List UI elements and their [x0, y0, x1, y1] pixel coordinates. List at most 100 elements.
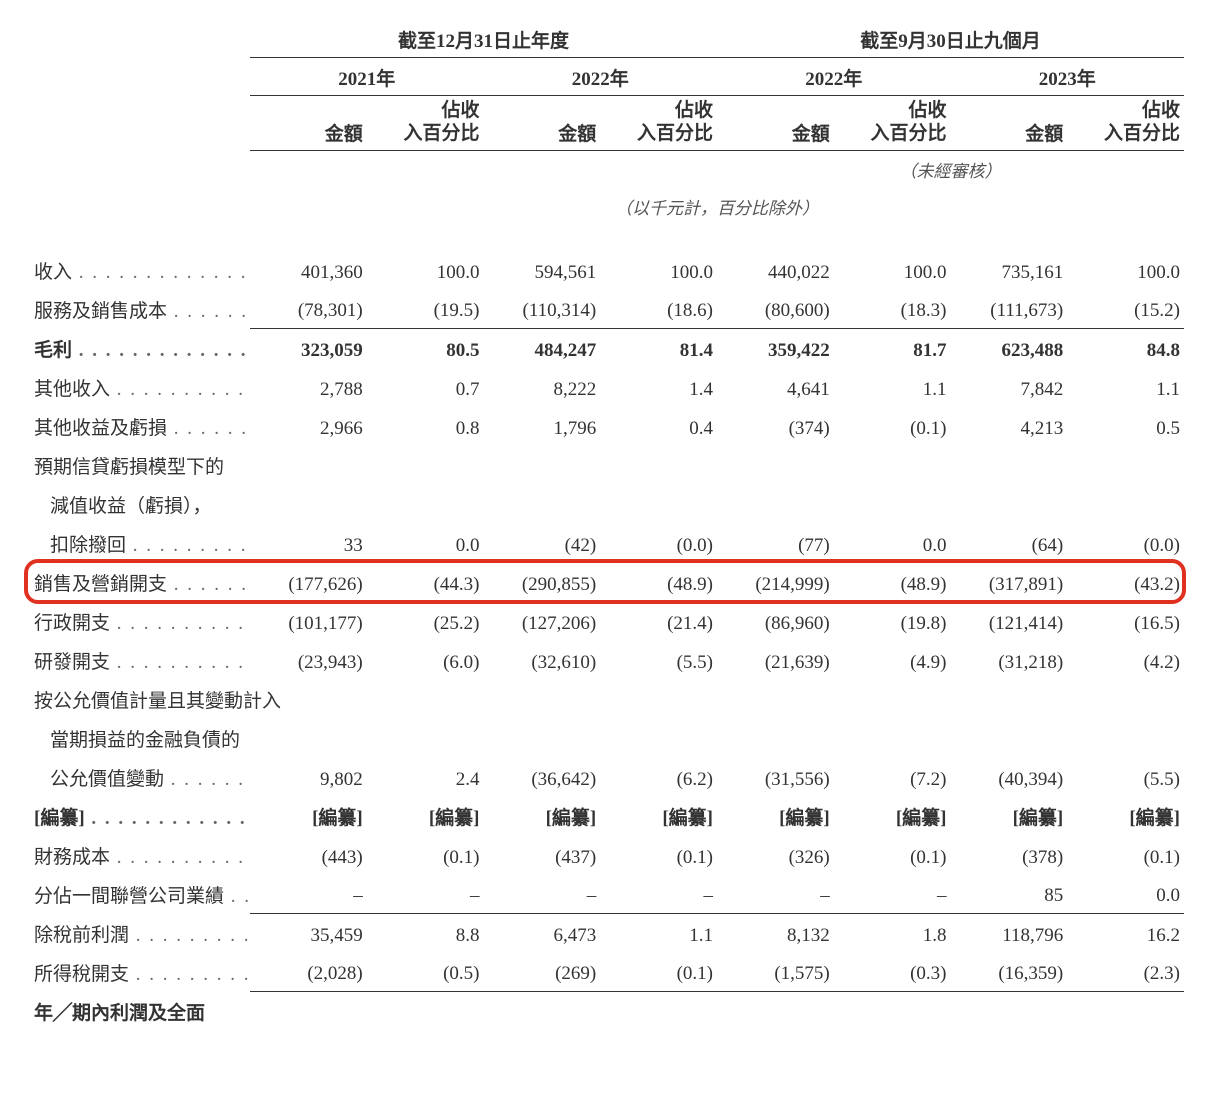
cell: (16.5)	[1067, 602, 1184, 641]
cell: (177,626)	[250, 563, 367, 602]
table-row: 所得稅開支(2,028)(0.5)(269)(0.1)(1,575)(0.3)(…	[30, 953, 1184, 992]
cell	[367, 485, 484, 524]
cell	[250, 992, 367, 1031]
table-row: 服務及銷售成本(78,301)(19.5)(110,314)(18.6)(80,…	[30, 290, 1184, 329]
cell: 81.7	[834, 329, 951, 368]
table-row: 其他收入2,7880.78,2221.44,6411.17,8421.1	[30, 368, 1184, 407]
spacer-row	[30, 225, 1184, 251]
year-2022a: 2022年	[484, 58, 718, 96]
table-row: 按公允價值計量且其變動計入	[30, 680, 1184, 719]
cell	[600, 680, 717, 719]
cell: 1.1	[1067, 368, 1184, 407]
table-row: 銷售及營銷開支(177,626)(44.3)(290,855)(48.9)(21…	[30, 563, 1184, 602]
cell	[717, 680, 834, 719]
unit-note-row: （以千元計，百分比除外）	[30, 188, 1184, 225]
col-pct-1: 佔收入百分比	[367, 96, 484, 151]
cell	[717, 446, 834, 485]
cell: 4,213	[951, 407, 1068, 446]
cell	[367, 446, 484, 485]
cell: 100.0	[600, 251, 717, 290]
cell	[834, 485, 951, 524]
cell	[367, 719, 484, 758]
cell: (0.5)	[367, 953, 484, 992]
cell	[600, 446, 717, 485]
cell: [編纂]	[717, 797, 834, 836]
col-pct-3: 佔收入百分比	[834, 96, 951, 151]
cell: (19.5)	[367, 290, 484, 329]
row-label: 扣除撥回	[30, 524, 250, 563]
cell: (32,610)	[484, 641, 601, 680]
cell: (0.1)	[834, 836, 951, 875]
cell: 7,842	[951, 368, 1068, 407]
row-label: 當期損益的金融負債的	[30, 719, 250, 758]
cell: (31,556)	[717, 758, 834, 797]
year-2022b: 2022年	[717, 58, 951, 96]
cell	[951, 680, 1068, 719]
cell: 594,561	[484, 251, 601, 290]
cell	[1067, 992, 1184, 1031]
cell: (43.2)	[1067, 563, 1184, 602]
cell: (0.1)	[1067, 836, 1184, 875]
cell: (0.3)	[834, 953, 951, 992]
row-label: 其他收益及虧損	[30, 407, 250, 446]
cell: (0.0)	[600, 524, 717, 563]
cell: 2.4	[367, 758, 484, 797]
cell: (317,891)	[951, 563, 1068, 602]
cell: 0.4	[600, 407, 717, 446]
cell: (374)	[717, 407, 834, 446]
cell: (31,218)	[951, 641, 1068, 680]
financial-table: 截至12月31日止年度 截至9月30日止九個月 2021年 2022年 2022…	[30, 20, 1184, 1031]
cell: 401,360	[250, 251, 367, 290]
cell: 8,222	[484, 368, 601, 407]
col-header-row: 金額 佔收入百分比 金額 佔收入百分比 金額 佔收入百分比 金額 佔收入百分比	[30, 96, 1184, 151]
cell: 81.4	[600, 329, 717, 368]
cell: 85	[951, 875, 1068, 914]
row-label: [編纂]	[30, 797, 250, 836]
cell: [編纂]	[367, 797, 484, 836]
cell: (326)	[717, 836, 834, 875]
cell: –	[484, 875, 601, 914]
cell: (25.2)	[367, 602, 484, 641]
cell: (44.3)	[367, 563, 484, 602]
row-label: 行政開支	[30, 602, 250, 641]
cell	[717, 992, 834, 1031]
cell: –	[250, 875, 367, 914]
row-label: 除稅前利潤	[30, 914, 250, 953]
cell	[717, 485, 834, 524]
cell: [編纂]	[484, 797, 601, 836]
cell	[717, 719, 834, 758]
cell: 4,641	[717, 368, 834, 407]
table-row: 除稅前利潤35,4598.86,4731.18,1321.8118,79616.…	[30, 914, 1184, 953]
row-label: 分佔一間聯營公司業績	[30, 875, 250, 914]
cell	[484, 446, 601, 485]
cell: (48.9)	[600, 563, 717, 602]
cell: (101,177)	[250, 602, 367, 641]
cell: 0.0	[1067, 875, 1184, 914]
cell: (19.8)	[834, 602, 951, 641]
row-label: 銷售及營銷開支	[30, 563, 250, 602]
cell	[250, 719, 367, 758]
table-row: 毛利323,05980.5484,24781.4359,42281.7623,4…	[30, 329, 1184, 368]
cell: 484,247	[484, 329, 601, 368]
cell	[951, 992, 1068, 1031]
data-rows: 收入401,360100.0594,561100.0440,022100.073…	[30, 251, 1184, 1031]
cell: 0.5	[1067, 407, 1184, 446]
cell: (2,028)	[250, 953, 367, 992]
table-row: 公允價值變動9,8022.4(36,642)(6.2)(31,556)(7.2)…	[30, 758, 1184, 797]
cell: –	[717, 875, 834, 914]
row-label: 預期信貸虧損模型下的	[30, 446, 250, 485]
table-row: 其他收益及虧損2,9660.81,7960.4(374)(0.1)4,2130.…	[30, 407, 1184, 446]
cell: 0.7	[367, 368, 484, 407]
period2-header: 截至9月30日止九個月	[717, 20, 1184, 58]
cell: (6.2)	[600, 758, 717, 797]
row-label: 財務成本	[30, 836, 250, 875]
row-label: 其他收入	[30, 368, 250, 407]
cell: [編纂]	[250, 797, 367, 836]
col-amount-3: 金額	[717, 96, 834, 151]
cell: (6.0)	[367, 641, 484, 680]
year-2021: 2021年	[250, 58, 484, 96]
cell: –	[367, 875, 484, 914]
cell: (121,414)	[951, 602, 1068, 641]
table-row: 研發開支(23,943)(6.0)(32,610)(5.5)(21,639)(4…	[30, 641, 1184, 680]
cell: (64)	[951, 524, 1068, 563]
